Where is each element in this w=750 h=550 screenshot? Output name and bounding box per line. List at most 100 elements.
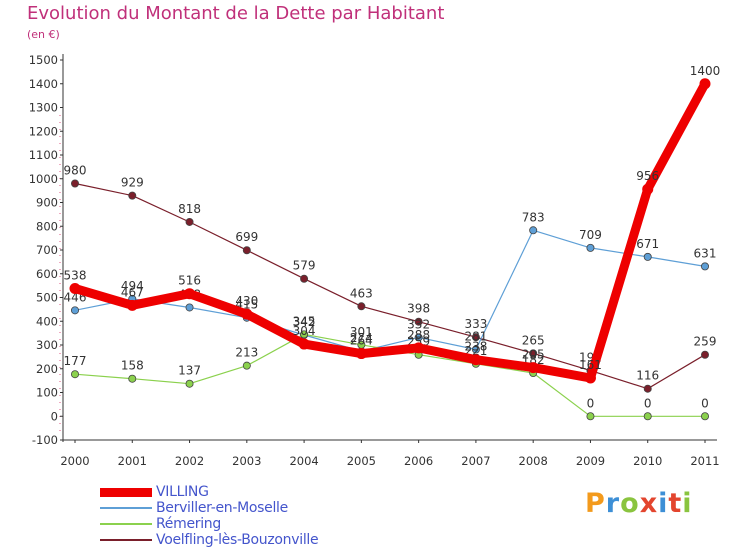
data-label: 259 xyxy=(694,335,717,349)
series-point xyxy=(69,282,81,294)
data-label: 265 xyxy=(522,333,545,347)
data-label: 288 xyxy=(407,328,430,342)
data-label: 956 xyxy=(636,169,659,183)
series-point xyxy=(300,330,309,339)
legend-label: VILLING xyxy=(156,484,209,500)
series-point xyxy=(699,78,711,90)
x-tick-label: 2000 xyxy=(60,454,89,468)
series-point xyxy=(185,379,194,388)
legend-label: Rémering xyxy=(156,516,221,532)
data-label: 333 xyxy=(464,317,487,331)
series-point xyxy=(126,299,138,311)
series-point xyxy=(300,274,309,283)
legend-swatch xyxy=(100,539,152,541)
data-label: 1400 xyxy=(690,64,721,78)
y-tick-label: 900 xyxy=(36,196,58,210)
legend-item: Berviller-en-Moselle xyxy=(100,500,318,516)
y-tick-label: 400 xyxy=(36,314,58,328)
data-label: 0 xyxy=(701,396,709,410)
brand-letter: r xyxy=(605,488,621,519)
series-point xyxy=(71,179,80,188)
series-point xyxy=(643,384,652,393)
series-point xyxy=(470,354,482,366)
legend-swatch xyxy=(100,523,152,525)
y-tick-label: 1000 xyxy=(29,172,58,186)
y-tick-label: 700 xyxy=(36,243,58,257)
data-label: 177 xyxy=(64,354,87,368)
brand-letter: t xyxy=(668,488,683,519)
data-label: 467 xyxy=(121,285,144,299)
data-label: 494 xyxy=(121,279,144,293)
legend-item: Rémering xyxy=(100,516,318,532)
series-line-3 xyxy=(70,79,710,383)
data-label: 213 xyxy=(235,346,258,360)
series-point xyxy=(185,217,194,226)
series-point xyxy=(701,262,710,271)
data-label: 137 xyxy=(178,364,201,378)
chart-title: Evolution du Montant de la Dette par Hab… xyxy=(27,3,445,24)
series-point xyxy=(71,370,80,379)
brand-letter: o xyxy=(620,488,640,519)
data-label: 274 xyxy=(350,331,373,345)
series-point xyxy=(701,412,710,421)
x-tick-label: 2006 xyxy=(404,454,433,468)
data-label: 929 xyxy=(121,176,144,190)
x-tick-label: 2009 xyxy=(576,454,605,468)
series-point xyxy=(586,243,595,252)
x-tick-label: 2007 xyxy=(461,454,490,468)
data-label: 0 xyxy=(644,396,652,410)
y-tick-label: 500 xyxy=(36,291,58,305)
series-point xyxy=(414,317,423,326)
data-label: 332 xyxy=(407,317,430,331)
series-point xyxy=(242,361,251,370)
y-tick-label: 1300 xyxy=(29,101,58,115)
series-point xyxy=(355,348,367,360)
y-tick-label: 100 xyxy=(36,386,58,400)
series-point xyxy=(413,342,425,354)
data-label: 301 xyxy=(350,325,373,339)
series-point xyxy=(128,374,137,383)
brand-logo: Proxiti xyxy=(585,488,693,519)
data-label: 430 xyxy=(235,294,258,308)
data-label: 783 xyxy=(522,210,545,224)
data-label: 0 xyxy=(587,396,595,410)
unit-label: (en €) xyxy=(27,28,60,41)
legend-swatch xyxy=(100,487,152,497)
y-tick-label: -100 xyxy=(32,433,58,447)
data-label: 345 xyxy=(293,314,316,328)
series-point xyxy=(242,246,251,255)
data-label: 158 xyxy=(121,359,144,373)
series-point xyxy=(471,345,480,354)
series-line-1 xyxy=(74,229,706,352)
series-point xyxy=(414,333,423,342)
data-label: 116 xyxy=(636,369,659,383)
legend-item: VILLING xyxy=(100,484,318,500)
y-tick-label: 1100 xyxy=(29,148,58,162)
x-tick-label: 2001 xyxy=(118,454,147,468)
y-tick-label: 1200 xyxy=(29,124,58,138)
data-label: 516 xyxy=(178,274,201,288)
brand-letter: x xyxy=(639,488,659,519)
data-label: 205 xyxy=(522,348,545,362)
legend-label: Voelfling-lès-Bouzonville xyxy=(156,532,319,548)
series-line-0 xyxy=(74,182,706,390)
series-point xyxy=(584,372,596,384)
series-point xyxy=(298,338,310,350)
data-label: 699 xyxy=(235,230,258,244)
data-label: 161 xyxy=(579,358,602,372)
data-label: 709 xyxy=(579,228,602,242)
data-label: 538 xyxy=(64,268,87,282)
x-tick-label: 2004 xyxy=(289,454,318,468)
data-label: 398 xyxy=(407,302,430,316)
data-label: 281 xyxy=(464,330,487,344)
x-tick-label: 2011 xyxy=(690,454,719,468)
series-point xyxy=(643,252,652,261)
series-point xyxy=(527,362,539,374)
brand-letter: i xyxy=(682,488,693,519)
x-tick-label: 2010 xyxy=(633,454,662,468)
y-tick-label: 300 xyxy=(36,338,58,352)
series-point xyxy=(701,350,710,359)
series-point xyxy=(529,349,538,358)
y-tick-label: 0 xyxy=(51,409,58,423)
